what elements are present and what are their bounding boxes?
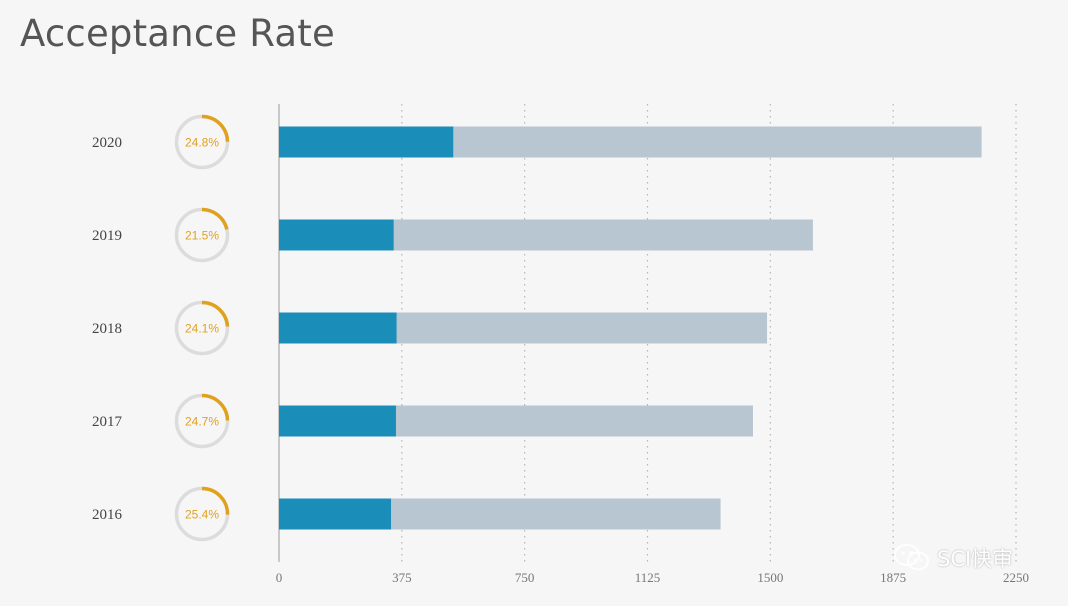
watermark: SCI快审 [893,543,1013,573]
x-tick-label-1500: 1500 [757,570,783,585]
year-label-2016: 2016 [92,507,123,523]
rate-ring-arc-2018 [201,300,230,327]
bar-accepted-2017 [279,405,396,437]
year-label-2020: 2020 [92,135,122,151]
rate-label-2020: 24.8% [185,136,219,150]
x-tick-label-2250: 2250 [1003,570,1029,585]
x-tick-label-1125: 1125 [635,570,661,585]
rate-label-2019: 21.5% [185,229,219,243]
x-tick-label-1875: 1875 [880,570,906,585]
watermark-text: SCI快审 [937,547,1014,571]
bar-layer [279,126,982,530]
rate-label-2017: 24.7% [185,415,219,429]
wechat-icon [894,544,929,571]
bar-accepted-2018 [279,312,397,344]
rate-ring-arc-2016 [201,486,230,515]
bar-accepted-2019 [279,219,394,251]
rate-ring-arc-2020 [201,114,230,142]
bar-accepted-2016 [279,498,392,530]
rate-ring-arc-2017 [201,393,230,421]
x-tick-label-0: 0 [276,570,283,585]
chart-title: Acceptance Rate [20,12,335,55]
rate-label-2016: 25.4% [185,508,219,522]
rate-ring-arc-2019 [201,207,229,230]
year-label-2018: 2018 [92,321,122,337]
bar-accepted-2020 [279,126,454,158]
year-label-2019: 2019 [92,228,122,244]
x-tick-label-375: 375 [392,570,412,585]
label-layer: 0 375 750 1125 1500 1875 2250 2020 24.8% 2019 21.5… [92,135,1029,585]
ring-layer [174,114,230,542]
rate-label-2018: 24.1% [185,322,219,336]
x-tick-label-750: 750 [515,570,535,585]
year-label-2017: 2017 [92,414,123,430]
